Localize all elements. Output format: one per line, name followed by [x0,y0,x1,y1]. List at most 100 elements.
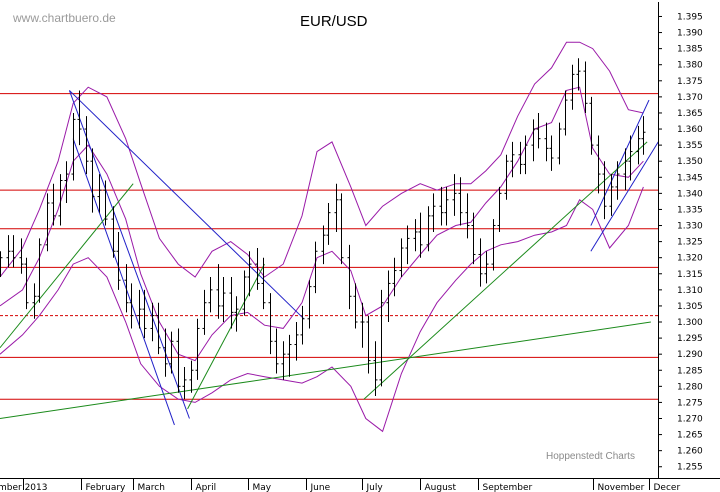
ohlc-bar [247,251,252,297]
ohlc-bar [623,148,628,191]
y-tick-label: 1.265 [677,431,703,441]
ohlc-bar [281,341,286,380]
ohlc-bar [37,238,42,303]
ohlc-bar [195,318,200,380]
y-tick-label: 1.370 [677,93,703,103]
y-tick-label: 1.305 [677,302,703,312]
ohlc-bar [116,231,121,290]
trendline [69,90,305,320]
ohlc-bar [90,148,95,213]
credit-text: Hoppenstedt Charts [546,451,635,462]
ohlc-bar [77,90,82,146]
y-tick-label: 1.310 [677,286,703,296]
ohlc-bar [536,112,541,149]
ohlc-bar [6,235,11,268]
ohlc-bar [628,135,633,181]
ohlc-bar [636,125,641,165]
ohlc-bar [129,283,134,329]
bollinger-lower-band [0,186,644,433]
y-tick-label: 1.345 [677,173,703,183]
y-tick-label: 1.275 [677,398,703,408]
y-tick-label: 1.375 [677,77,703,87]
y-tick-label: 1.380 [677,61,703,71]
ohlc-bar [255,248,260,290]
ohlc-bar [373,341,378,396]
trendline [72,138,175,426]
trendline [590,99,650,226]
y-tick-label: 1.335 [677,205,703,215]
ohlc-bar [379,289,384,387]
ohlc-bar [504,154,509,200]
ohlc-bar [71,112,76,181]
y-tick-label: 1.295 [677,334,703,344]
y-axis: 1.395 1.390 1.385 1.380 1.375 1.370 1.365 1.360… [658,12,703,473]
y-tick-label: 1.290 [677,350,703,360]
ohlc-bar [339,193,344,265]
bollinger-middle-band [0,86,644,362]
x-tick-label: May [253,483,272,492]
ohlc-bar [510,141,515,178]
ohlc-bar [32,283,37,319]
y-tick-label: 1.340 [677,189,703,199]
chart-title: EUR/USD [300,13,368,30]
ohlc-bar [182,367,187,400]
y-tick-label: 1.280 [677,382,703,392]
ohlc-bar [602,161,607,220]
ohlc-bar [563,90,568,136]
x-tick-label: April [196,483,217,492]
ohlc-bar [58,174,63,226]
trendline [68,90,190,419]
ohlc-bar [366,315,371,374]
x-tick-label: March [138,483,165,492]
y-tick-label: 1.365 [677,109,703,119]
ohlc-bar [268,293,273,355]
ohlc-bar [471,212,476,265]
ohlc-bar [229,276,234,329]
ohlc-bar [347,244,352,310]
ohlc-bar [583,61,588,113]
ohlc-bar [97,174,102,213]
ohlc-bar [242,270,247,316]
ohlc-bar [163,328,168,377]
ohlc-bar [465,193,470,239]
ohlc-bar [596,135,601,194]
y-tick-label: 1.300 [677,318,703,328]
y-tick-label: 1.315 [677,270,703,280]
plot-area [0,2,720,479]
ohlc-bar [576,58,581,91]
ohlc-bar [497,186,502,232]
y-tick-label: 1.255 [677,463,703,473]
plot-inner [0,41,658,433]
y-tick-label: 1.260 [677,447,703,457]
ohlc-bar [64,161,69,204]
ohlc-bar [294,322,299,361]
ohlc-bar [518,141,523,175]
x-tick-label: November [598,483,645,492]
ohlc-bar [19,238,24,274]
y-tick-label: 1.330 [677,222,703,232]
x-tick-label: February [86,483,127,492]
ohlc-bar [169,331,174,374]
ohlc-bar [189,360,194,393]
y-tick-label: 1.270 [677,415,703,425]
ohlc-bar [208,276,213,313]
ohlc-bar [103,180,108,226]
ohlc-bar [392,257,397,297]
x-tick-label: August [425,483,457,492]
ohlc-bar [124,264,129,313]
ohlc-bar [261,257,266,310]
bollinger-upper-band [0,41,644,278]
ohlc-bar [458,177,463,226]
ohlc-bar [405,225,410,265]
ohlc-bar [431,193,436,232]
y-tick-label: 1.325 [677,238,703,248]
y-tick-label: 1.350 [677,157,703,167]
ohlc-bar [589,96,594,155]
ohlc-bar [531,119,536,162]
y-tick-label: 1.395 [677,12,703,22]
x-tick-label: Decer [654,483,681,492]
y-tick-label: 1.285 [677,366,703,376]
ohlc-bar [523,135,528,175]
ohlc-bar [176,328,181,393]
